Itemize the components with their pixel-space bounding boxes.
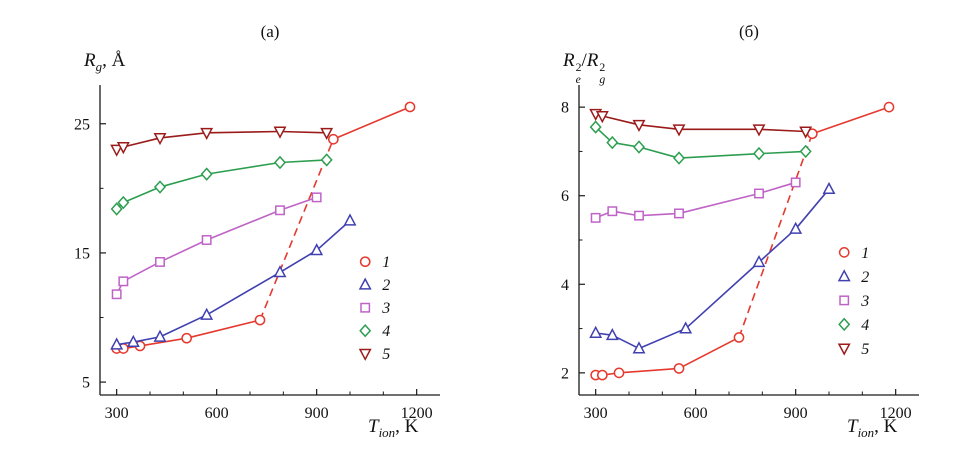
panel-a-title: (a)	[260, 22, 280, 41]
series-1	[590, 101, 895, 381]
panel-a-y-axis-label: Rg, Å	[84, 50, 126, 74]
legend-item-label: 4	[382, 323, 390, 340]
x-tick-label: 600	[205, 405, 229, 422]
x-tick-label: 900	[784, 405, 808, 422]
series-4	[589, 120, 812, 165]
x-tick-label: 300	[584, 405, 608, 422]
series-5	[589, 108, 813, 139]
panel-a: (a) Rg, Å Tion, K 300 600 900 1200 5 15 25 1 2 3 4…	[74, 22, 440, 440]
y-tick-label: 15	[74, 245, 90, 262]
series-2	[110, 213, 357, 350]
y-tick-label: 25	[74, 116, 90, 133]
x-tick-label: 600	[684, 405, 708, 422]
legend-item-label: 2	[382, 277, 390, 294]
panel-b-x-axis-label: Tion, K	[847, 416, 898, 440]
legend-item-label: 3	[381, 300, 390, 317]
panel-b-y-axis-label: R 2 e/R 2 g	[563, 50, 606, 87]
panel-b-title: (б)	[739, 22, 759, 41]
x-tick-label: 1200	[880, 405, 912, 422]
legend-item-label: 5	[861, 341, 869, 358]
y-tick-label: 2	[561, 365, 569, 382]
legend-item-label: 1	[382, 254, 390, 271]
series-2	[589, 181, 836, 354]
legend-item-label: 3	[860, 293, 869, 310]
series-4	[110, 153, 333, 216]
x-tick-label: 900	[305, 405, 329, 422]
series-5	[110, 126, 334, 157]
axes: 300 600 900 1200 2 4 6 8	[561, 85, 919, 422]
y-tick-label: 8	[561, 100, 569, 117]
x-tick-label: 1200	[401, 405, 433, 422]
legend: 1 2 3 4 5	[358, 254, 390, 363]
legend: 1 2 3 4 5	[837, 245, 869, 358]
panel-a-chart: 300 600 900 1200 5 15 25 1 2 3 4 5	[74, 85, 440, 422]
panel-b: (б) R 2 e/R 2 g Tion, K 300 600 900 1200 2 4 6 8 1 2 3…	[479, 0, 958, 467]
legend-item-label: 5	[382, 346, 390, 363]
panel-a-x-axis-label: Tion, K	[368, 416, 419, 440]
legend-item-label: 1	[861, 245, 869, 262]
x-tick-label: 300	[105, 405, 129, 422]
series-3	[590, 177, 801, 223]
panel-b-chart: 300 600 900 1200 2 4 6 8 1 2 3 4 5	[561, 85, 919, 422]
legend-item-label: 4	[861, 317, 869, 334]
legend-item-label: 2	[861, 269, 869, 286]
y-tick-label: 4	[561, 277, 569, 294]
series-3	[111, 192, 322, 300]
y-tick-label: 5	[82, 375, 90, 392]
y-tick-label: 6	[561, 188, 569, 205]
